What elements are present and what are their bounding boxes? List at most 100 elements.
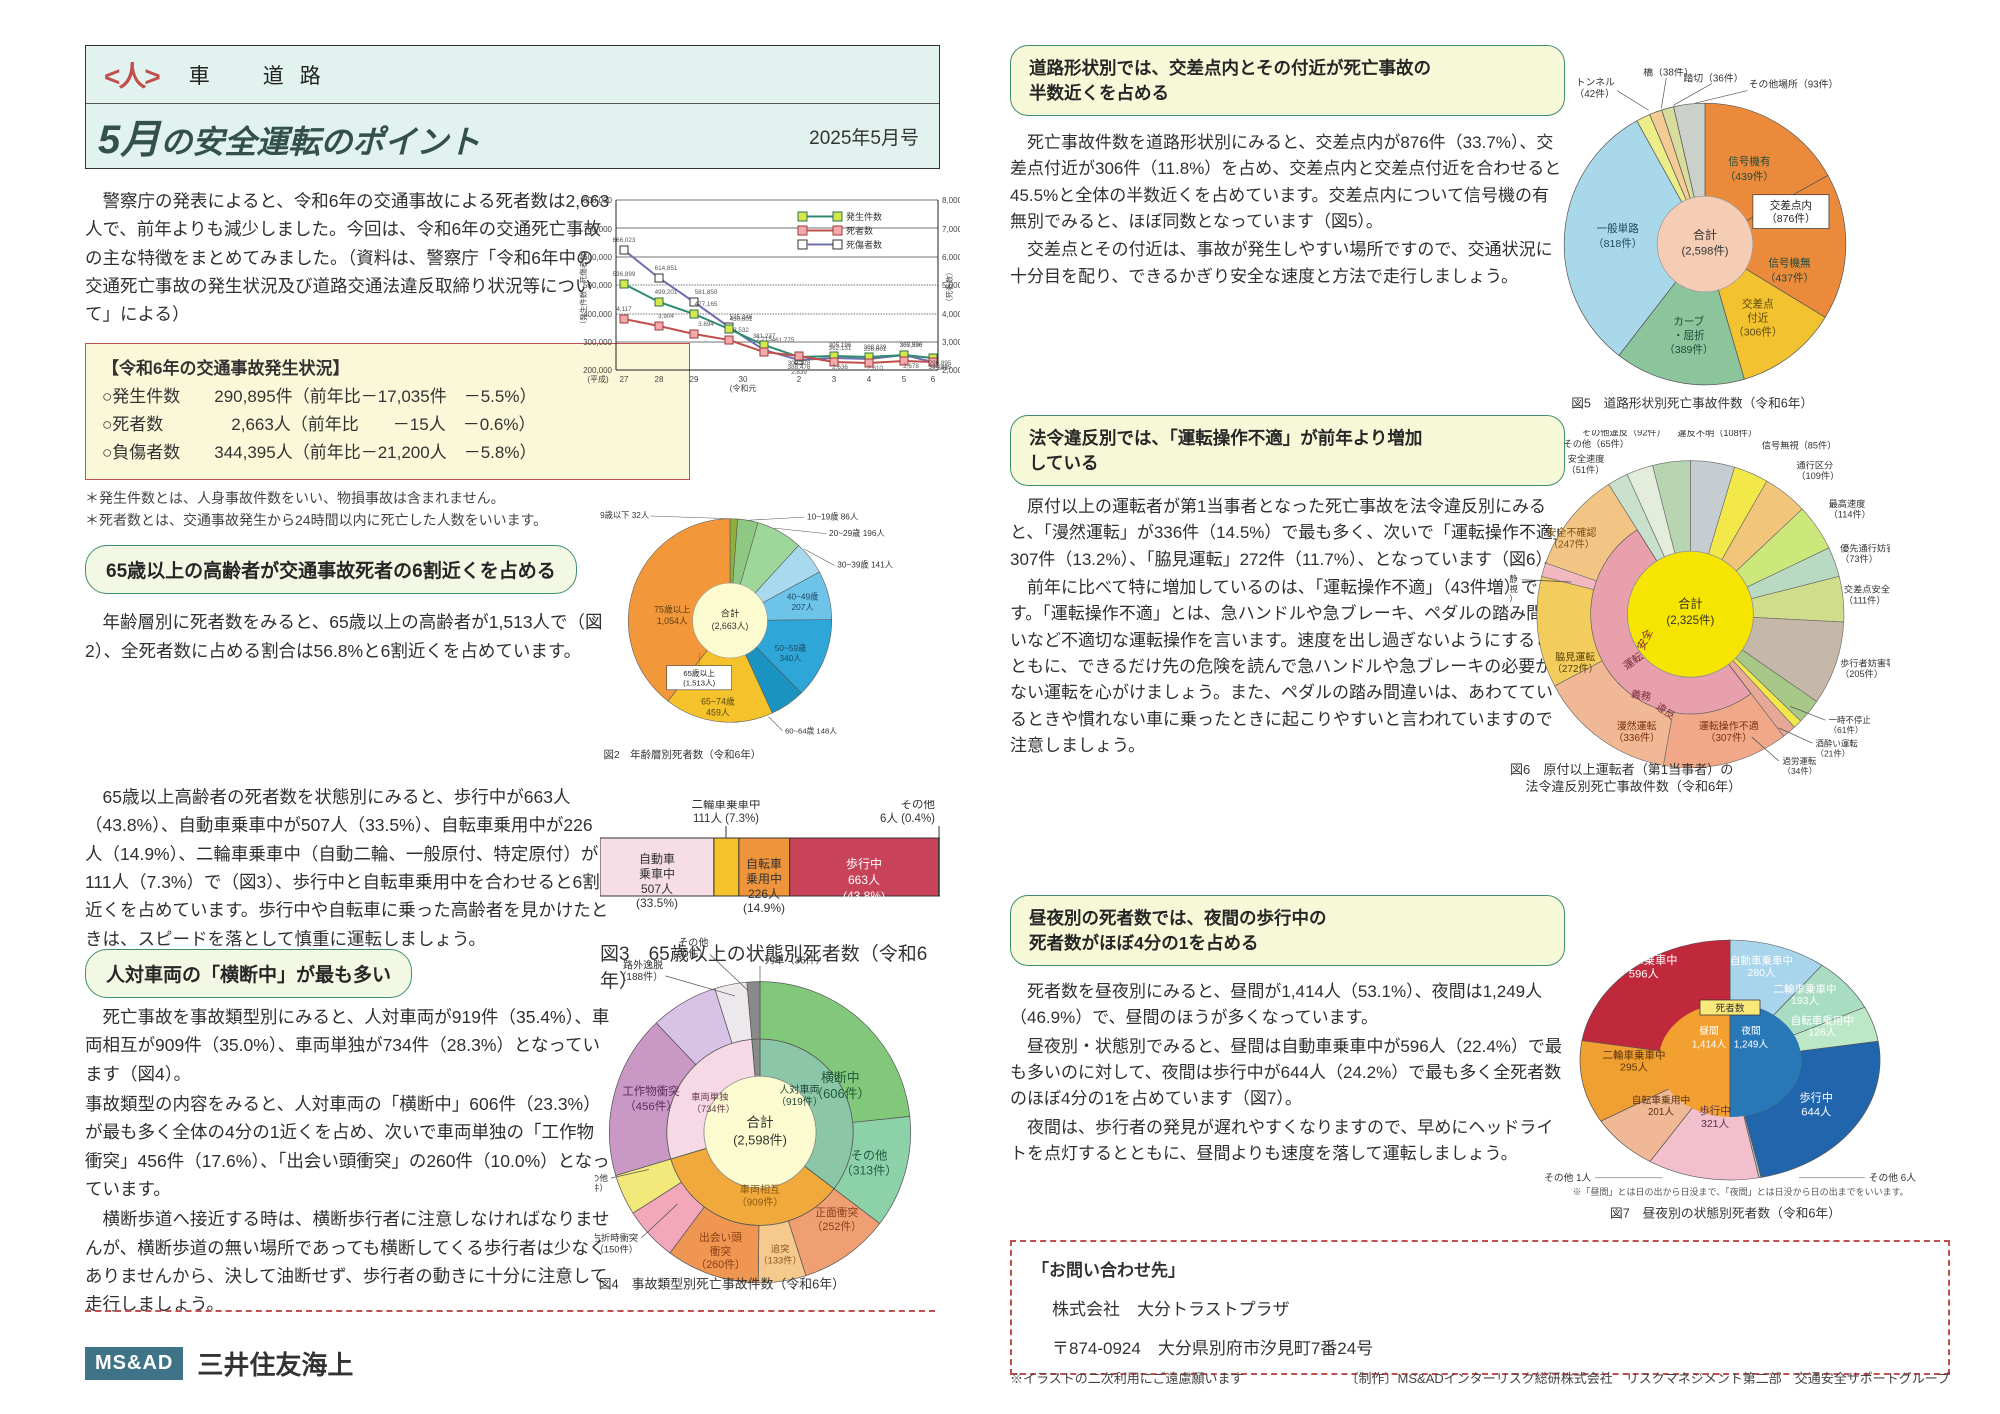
svg-text:酒酔い運転: 酒酔い運転 [1816, 738, 1859, 748]
svg-text:（306件）: （306件） [1733, 326, 1782, 339]
svg-text:その他（65件）: その他（65件） [1564, 438, 1629, 449]
svg-text:4,117: 4,117 [616, 306, 632, 313]
svg-text:（260件）: （260件） [695, 1258, 745, 1271]
svg-text:（61件）: （61件） [1829, 725, 1864, 735]
svg-text:430,601: 430,601 [730, 316, 753, 323]
svg-text:信号無視（85件）: 信号無視（85件） [1762, 439, 1837, 450]
svg-text:通行区分: 通行区分 [1796, 459, 1833, 470]
svg-text:(2,598件): (2,598件) [733, 1132, 787, 1147]
svg-text:その他場所（93件）: その他場所（93件） [1749, 78, 1839, 91]
svg-text:衝突: 衝突 [710, 1245, 732, 1258]
svg-text:二輪車乗車中: 二輪車乗車中 [1603, 1049, 1666, 1062]
svg-text:（252件）: （252件） [812, 1220, 862, 1233]
svg-text:その他 1人: その他 1人 [1544, 1171, 1591, 1184]
svg-text:合計: 合計 [1693, 227, 1717, 242]
svg-text:（313件）: （313件） [841, 1164, 898, 1178]
svg-text:法令違反別死亡事故件数（令和6年）: 法令違反別死亡事故件数（令和6年） [1525, 779, 1741, 794]
svg-text:307,930: 307,930 [900, 342, 923, 349]
svg-text:トンネル: トンネル [1576, 77, 1615, 89]
svg-text:477,165: 477,165 [695, 301, 718, 308]
svg-text:乗用中: 乗用中 [746, 871, 782, 886]
svg-text:発生件数: 発生件数 [846, 211, 882, 222]
svg-text:合計: 合計 [1678, 596, 1703, 611]
svg-text:正面衝突: 正面衝突 [815, 1206, 858, 1219]
svg-text:6: 6 [931, 375, 936, 384]
svg-text:車両単独: 車両単独 [691, 1091, 728, 1102]
svg-text:614,851: 614,851 [655, 265, 678, 272]
svg-text:自動車乗車中: 自動車乗車中 [1610, 953, 1678, 967]
svg-text:（336件）: （336件） [1613, 732, 1660, 744]
svg-text:その他: その他 [678, 936, 708, 949]
svg-text:歩行中: 歩行中 [1699, 1104, 1731, 1117]
svg-text:3,904: 3,904 [658, 313, 674, 320]
svg-text:65~74歳: 65~74歳 [701, 696, 735, 707]
svg-text:30~39歳 141人: 30~39歳 141人 [837, 560, 893, 570]
svg-text:（439件）: （439件） [1725, 170, 1774, 183]
svg-text:横断中: 横断中 [821, 1070, 860, 1085]
svg-text:201人: 201人 [1648, 1106, 1674, 1118]
svg-text:459人: 459人 [706, 708, 730, 718]
svg-text:（909件）: （909件） [737, 1196, 784, 1208]
svg-text:違反不明（108件）: 違反不明（108件） [1677, 430, 1757, 438]
svg-text:死者数: 死者数 [1715, 1001, 1744, 1014]
svg-text:二輪車乗車中: 二輪車乗車中 [692, 800, 761, 811]
svg-text:295人: 295人 [1620, 1062, 1649, 1074]
svg-text:安全不確認: 安全不確認 [1546, 526, 1596, 539]
svg-text:漫然運転: 漫然運転 [1617, 719, 1657, 732]
svg-text:（456件）: （456件） [624, 1099, 678, 1113]
svg-text:(1,513人): (1,513人) [683, 678, 715, 687]
svg-text:(14.9%): (14.9%) [743, 901, 785, 915]
svg-text:300,839: 300,839 [864, 344, 887, 351]
svg-text:安全速度: 安全速度 [1568, 453, 1605, 464]
svg-text:(平成): (平成) [587, 374, 609, 384]
svg-text:596人: 596人 [1629, 968, 1659, 981]
svg-text:7,000: 7,000 [942, 225, 960, 234]
svg-text:（247件）: （247件） [1548, 538, 1595, 550]
svg-text:交差点内: 交差点内 [1770, 199, 1812, 212]
svg-text:（150件）: （150件） [595, 1244, 638, 1255]
svg-text:4: 4 [867, 375, 872, 384]
svg-text:50~59歳: 50~59歳 [775, 643, 806, 653]
svg-text:最高速度: 最高速度 [1829, 498, 1866, 509]
svg-text:666,023: 666,023 [613, 237, 636, 244]
svg-text:（34件）: （34件） [1783, 766, 1818, 776]
svg-text:1,249人: 1,249人 [1734, 1038, 1768, 1050]
svg-text:2,610: 2,610 [867, 365, 883, 372]
svg-text:（死者数）: （死者数） [944, 268, 954, 306]
svg-text:（734件）: （734件） [692, 1103, 735, 1114]
svg-text:（111件）: （111件） [1844, 594, 1886, 605]
svg-text:過労運転: 過労運転 [1783, 756, 1817, 766]
svg-text:(43.8%): (43.8%) [843, 889, 885, 903]
svg-text:死傷者数: 死傷者数 [846, 239, 882, 250]
svg-text:歩行中: 歩行中 [846, 856, 882, 871]
svg-text:歩行者妨害等: 歩行者妨害等 [1840, 657, 1890, 668]
svg-text:その他 6人: その他 6人 [1869, 1171, 1916, 1184]
svg-text:不注視: 不注視 [1510, 584, 1518, 594]
svg-text:追突: 追突 [771, 1243, 790, 1254]
svg-text:3,000: 3,000 [942, 338, 960, 347]
svg-text:図6 原付以上運転者（第1当事者）の: 図6 原付以上運転者（第1当事者）の [1510, 762, 1733, 777]
svg-text:126人: 126人 [1808, 1026, 1837, 1038]
svg-text:340人: 340人 [779, 654, 801, 663]
svg-text:（109件）: （109件） [1796, 470, 1839, 481]
svg-text:合計: 合計 [721, 608, 740, 619]
svg-text:3: 3 [832, 375, 837, 384]
svg-text:カーブ: カーブ [1673, 315, 1704, 328]
svg-text:(2,325件): (2,325件) [1666, 613, 1714, 627]
svg-text:死者数: 死者数 [846, 225, 873, 236]
svg-text:5: 5 [902, 375, 907, 384]
svg-text:（90件）: （90件） [667, 948, 708, 960]
svg-text:（51件）: （51件） [1567, 464, 1605, 475]
svg-text:207人: 207人 [792, 603, 814, 612]
svg-text:（876件）: （876件） [1766, 212, 1815, 225]
svg-text:8,000: 8,000 [942, 196, 960, 205]
svg-text:30: 30 [739, 375, 748, 384]
svg-text:29: 29 [690, 375, 699, 384]
svg-text:60~64歳 148人: 60~64歳 148人 [785, 725, 837, 735]
svg-text:（114件）: （114件） [595, 1182, 608, 1193]
svg-text:（205件）: （205件） [1840, 668, 1883, 679]
svg-text:321人: 321人 [1701, 1118, 1730, 1130]
svg-text:二輪車乗車中: 二輪車乗車中 [1774, 983, 1837, 996]
svg-text:工作物衝突: 工作物衝突 [622, 1084, 679, 1098]
svg-text:昼間: 昼間 [1699, 1025, 1719, 1037]
